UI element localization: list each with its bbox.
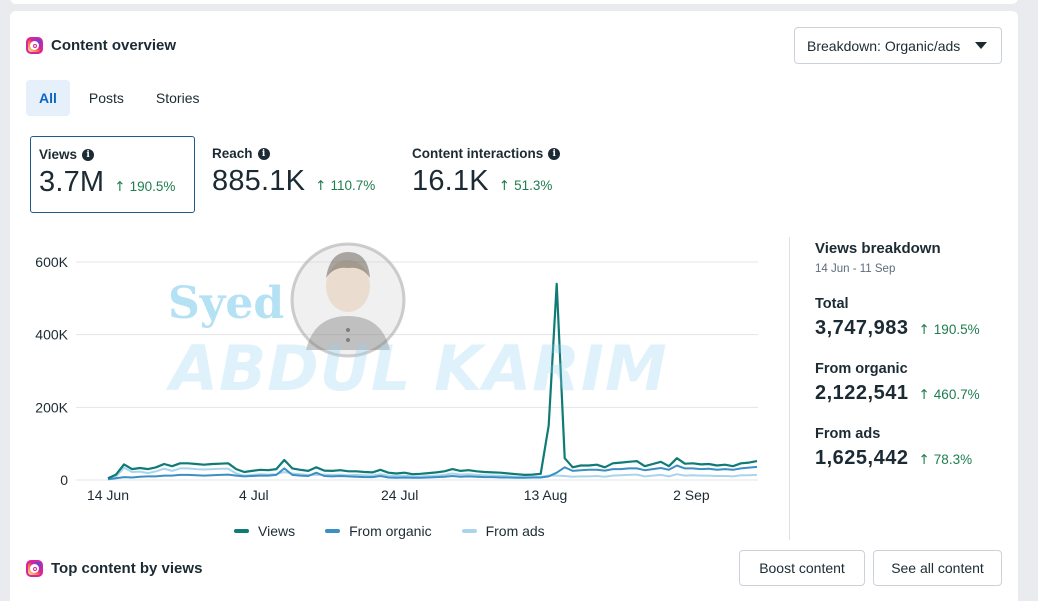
section-title: Content overview	[51, 37, 177, 54]
views-line-chart: 600K 400K 200K 0 14 Jun 4 Jul 24 Jul 13 Aug 2 Se…	[35, 254, 758, 503]
legend-swatch	[461, 529, 477, 533]
x-tick-label: 24 Jul	[381, 487, 418, 503]
series-line-from-organic	[107, 464, 758, 481]
info-icon[interactable]: i	[82, 148, 95, 161]
breakdown-ads-change: ↑ 78.3%	[918, 452, 973, 468]
legend-item-from-ads[interactable]: From ads	[461, 523, 545, 539]
top-content-title: Top content by views	[51, 560, 203, 577]
chart-legend: Views From organic From ads	[234, 523, 545, 539]
series-line-views	[107, 282, 758, 480]
breakdown-dropdown[interactable]: Breakdown: Organic/ads	[794, 27, 1002, 64]
legend-swatch	[234, 529, 249, 533]
y-tick-label: 600K	[35, 254, 68, 270]
instagram-icon	[26, 37, 43, 54]
watermark-name-line1: Syed	[168, 278, 285, 329]
breakdown-total-value: 3,747,983	[815, 317, 909, 339]
breakdown-title: Views breakdown	[815, 240, 941, 257]
metric-views[interactable]: Views i 3.7M ↑ 190.5%	[30, 136, 195, 213]
breakdown-ads-label: From ads	[815, 426, 881, 442]
arrow-up-icon: ↑	[918, 387, 930, 403]
breakdown-ads: From ads 1,625,442 ↑ 78.3%	[815, 426, 972, 470]
x-tick-label: 2 Sep	[673, 487, 710, 503]
metric-views-label: Views i	[39, 147, 186, 162]
arrow-up-icon: ↑	[498, 178, 511, 194]
breakdown-total-label: Total	[815, 296, 849, 312]
breakdown-total: Total 3,747,983 ↑ 190.5%	[815, 296, 980, 340]
info-icon[interactable]: i	[257, 147, 270, 160]
series-line-from-ads	[107, 466, 758, 480]
y-tick-label: 400K	[35, 327, 68, 343]
arrow-up-icon: ↑	[918, 452, 930, 468]
metric-interactions-value: 16.1K	[412, 165, 489, 197]
tab-posts[interactable]: Posts	[88, 90, 124, 106]
instagram-icon	[26, 560, 43, 577]
arrow-up-icon: ↑	[315, 178, 327, 194]
watermark-name-line2: ABDUL KARIM	[170, 332, 668, 405]
breakdown-dropdown-label: Breakdown: Organic/ads	[807, 37, 961, 54]
legend-item-from-organic[interactable]: From organic	[325, 523, 432, 539]
legend-swatch	[325, 529, 341, 533]
breakdown-date-range: 14 Jun - 11 Sep	[815, 263, 896, 275]
arrow-up-icon: ↑	[114, 179, 126, 195]
breakdown-total-change: ↑ 190.5%	[918, 322, 980, 338]
metric-views-change: ↑ 190.5%	[114, 179, 176, 195]
previous-card-edge	[10, 0, 1018, 4]
metric-interactions-change: ↑ 51.3%	[498, 178, 553, 194]
arrow-up-icon: ↑	[918, 322, 930, 338]
breakdown-ads-value: 1,625,442	[815, 447, 909, 469]
x-tick-label: 13 Aug	[524, 487, 568, 503]
y-tick-label: 0	[60, 472, 68, 488]
caret-down-icon	[975, 42, 987, 49]
tab-all[interactable]: All	[26, 80, 70, 116]
x-tick-label: 14 Jun	[87, 487, 129, 503]
metric-reach-change: ↑ 110.7%	[315, 178, 376, 194]
metric-content-interactions[interactable]: Content interactions i 16.1K ↑ 51.3%	[404, 136, 584, 213]
metric-reach-label: Reach i	[212, 146, 386, 161]
vertical-divider	[789, 237, 790, 540]
tab-stories[interactable]: Stories	[155, 90, 200, 106]
content-overview-card	[10, 11, 1018, 601]
views-breakdown: Views breakdown 14 Jun - 11 Sep Total 3,…	[815, 240, 980, 469]
metric-views-value: 3.7M	[39, 166, 105, 198]
metric-interactions-label: Content interactions i	[412, 146, 576, 161]
see-all-content-button[interactable]: See all content	[873, 550, 1002, 586]
breakdown-organic: From organic 2,122,541 ↑ 460.7%	[815, 361, 980, 405]
content-type-tabs: All Posts Stories	[26, 80, 218, 116]
metric-reach[interactable]: Reach i 885.1K ↑ 110.7%	[204, 136, 394, 213]
breakdown-organic-value: 2,122,541	[815, 382, 909, 404]
y-tick-label: 200K	[35, 399, 68, 415]
legend-item-views[interactable]: Views	[234, 523, 295, 539]
info-icon[interactable]: i	[548, 147, 561, 160]
breakdown-organic-label: From organic	[815, 361, 908, 377]
boost-content-button[interactable]: Boost content	[739, 550, 865, 586]
x-tick-label: 4 Jul	[239, 487, 269, 503]
breakdown-organic-change: ↑ 460.7%	[918, 387, 980, 403]
metric-reach-value: 885.1K	[212, 165, 306, 197]
